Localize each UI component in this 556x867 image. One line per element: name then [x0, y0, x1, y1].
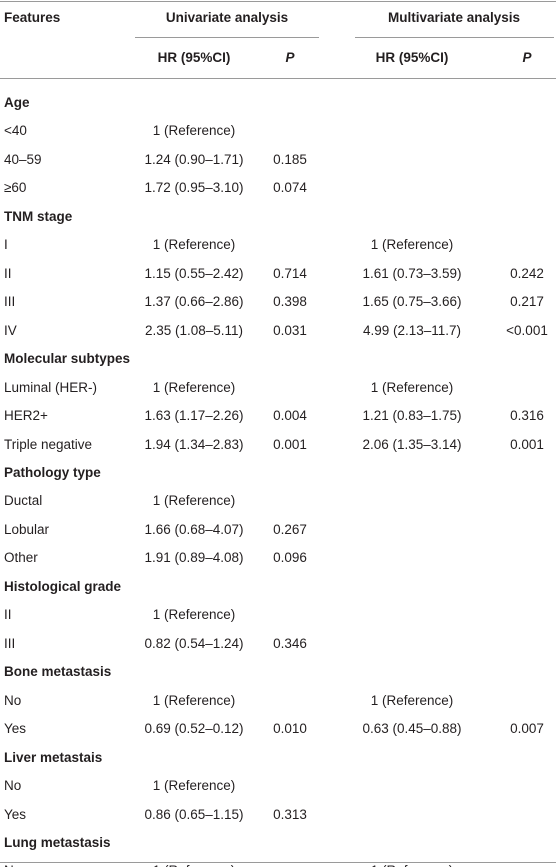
row-label: Luminal (HER-) — [4, 379, 98, 395]
cell: 2.06 (1.35–3.14) — [362, 436, 462, 452]
cell: 0.001 — [510, 436, 544, 452]
cell: 0.316 — [510, 408, 544, 424]
cell: 1.24 (0.90–1.71) — [144, 151, 244, 167]
cell: 1 (Reference) — [152, 237, 236, 253]
cell: 0.346 — [273, 635, 307, 651]
row-label: II — [4, 265, 12, 281]
cell: 4.99 (2.13–11.7) — [362, 322, 462, 338]
row-label: Lobular — [4, 521, 50, 537]
header-cell: Multivariate analysis — [387, 10, 521, 25]
cell: 0.007 — [510, 721, 544, 737]
cell: 0.074 — [273, 180, 307, 196]
cell: 1 (Reference) — [153, 863, 236, 867]
cell: 1.66 (0.68–4.07) — [144, 521, 244, 537]
section-title: Histological grade — [4, 578, 122, 594]
cell: 0.267 — [273, 521, 307, 537]
row-label: No — [4, 692, 22, 708]
cell: 0.714 — [273, 265, 307, 281]
cell: 1 (Reference) — [370, 379, 454, 395]
row-label: III — [4, 635, 16, 651]
row-label: Yes — [4, 721, 27, 737]
header-cell: HR (95%CI) — [157, 50, 231, 65]
cell: 1.91 (0.89–4.08) — [144, 550, 244, 566]
cell: 0.398 — [273, 294, 307, 310]
cell: 0.63 (0.45–0.88) — [362, 721, 462, 737]
cell: 0.82 (0.54–1.24) — [144, 635, 244, 651]
cell: 0.031 — [273, 322, 307, 338]
cell: 0.010 — [273, 721, 307, 737]
cell: 1.61 (0.73–3.59) — [362, 265, 462, 281]
header-rule — [0, 78, 556, 79]
cell: 2.35 (1.08–5.11) — [144, 322, 244, 338]
section-title: Liver metastais — [4, 749, 103, 765]
cell: 0.185 — [273, 151, 307, 167]
row-label: Yes — [4, 806, 27, 822]
row-label: IV — [4, 322, 17, 338]
section-title: Age — [4, 95, 30, 110]
row-label: HER2+ — [4, 408, 48, 424]
row-label: I — [4, 237, 8, 253]
cell: 0.004 — [273, 408, 307, 424]
cell: 0.69 (0.52–0.12) — [144, 721, 244, 737]
row-label: <40 — [4, 123, 27, 139]
cell: 0.313 — [273, 806, 307, 822]
row-label: Other — [4, 550, 38, 566]
cell: 0.096 — [273, 550, 307, 566]
cell: 1 (Reference) — [152, 123, 236, 139]
cell: 1.94 (1.34–2.83) — [144, 436, 244, 452]
section-title: Lung metastasis — [4, 835, 111, 850]
row-label: 40–59 — [4, 151, 42, 167]
cell: 1.37 (0.66–2.86) — [144, 294, 244, 310]
group-rule — [135, 37, 319, 38]
header-cell: Univariate analysis — [165, 10, 289, 25]
cell: <0.001 — [506, 322, 548, 338]
row-label: ≥60 — [4, 180, 27, 196]
cell: 1.21 (0.83–1.75) — [362, 408, 462, 424]
group-rule — [355, 37, 554, 38]
cell: 1 (Reference) — [152, 778, 236, 794]
cell: 1 (Reference) — [152, 692, 236, 708]
cell: 1 (Reference) — [371, 863, 454, 867]
section-title: Molecular subtypes — [4, 351, 131, 367]
row-label: Triple negative — [4, 436, 93, 452]
cell: 1 (Reference) — [152, 493, 236, 509]
row-label: II — [4, 607, 12, 623]
header-cell: P — [285, 50, 295, 65]
header-cell: P — [522, 50, 532, 65]
cell: 0.001 — [273, 436, 307, 452]
cell: 1 (Reference) — [370, 237, 454, 253]
header-cell: HR (95%CI) — [375, 50, 449, 65]
section-title: Bone metastasis — [4, 664, 112, 680]
cell: 1.65 (0.75–3.66) — [362, 294, 462, 310]
cell: 1.72 (0.95–3.10) — [144, 180, 244, 196]
cell: 0.86 (0.65–1.15) — [144, 806, 244, 822]
row-label: Ductal — [4, 493, 43, 509]
row-label: III — [4, 294, 16, 310]
cell: 1 (Reference) — [370, 692, 454, 708]
row-label: No — [4, 863, 21, 867]
section-title: TNM stage — [4, 208, 73, 224]
cell: 1.15 (0.55–2.42) — [144, 265, 244, 281]
top-rule — [0, 1, 556, 2]
cell: 1 (Reference) — [152, 607, 236, 623]
bottom-rule — [0, 862, 556, 863]
header-cell: Features — [4, 10, 61, 25]
row-label: No — [4, 778, 22, 794]
cell: 1.63 (1.17–2.26) — [144, 408, 244, 424]
cell: 0.217 — [510, 294, 544, 310]
cell: 0.242 — [510, 265, 544, 281]
section-title: Pathology type — [4, 465, 101, 480]
cell: 1 (Reference) — [152, 379, 236, 395]
